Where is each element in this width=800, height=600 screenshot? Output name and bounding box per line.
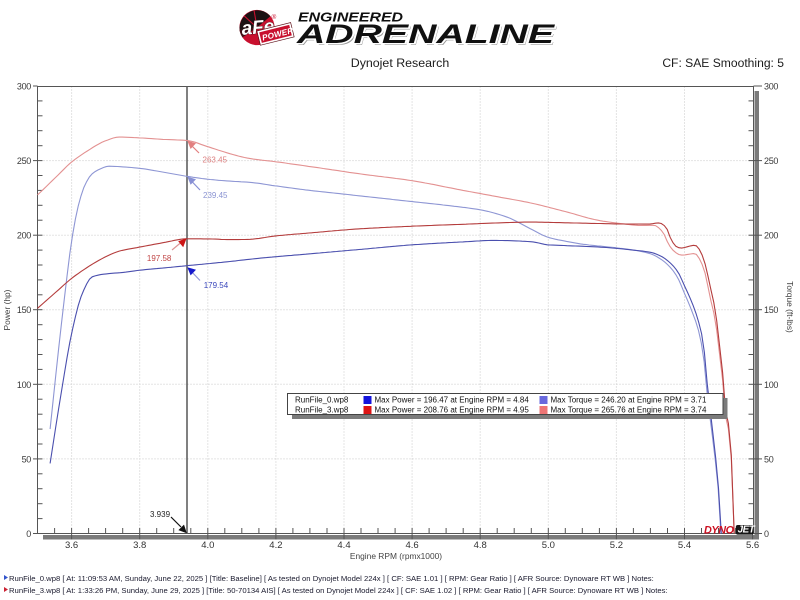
svg-text:263.45: 263.45 bbox=[203, 155, 228, 164]
svg-text:Max Power = 208.76 at Engine R: Max Power = 208.76 at Engine RPM = 4.95 bbox=[375, 406, 530, 415]
svg-text:Max Power = 196.47 at Engine R: Max Power = 196.47 at Engine RPM = 4.84 bbox=[375, 396, 530, 405]
svg-text:250: 250 bbox=[17, 156, 31, 166]
svg-text:ADRENALINE: ADRENALINE bbox=[298, 21, 558, 51]
svg-text:150: 150 bbox=[764, 305, 778, 315]
svg-text:4.8: 4.8 bbox=[474, 540, 487, 551]
svg-text:3.8: 3.8 bbox=[133, 540, 146, 551]
svg-text:Power (hp): Power (hp) bbox=[2, 289, 12, 330]
svg-text:200: 200 bbox=[764, 231, 778, 241]
svg-text:5.6: 5.6 bbox=[746, 540, 759, 551]
svg-text:RunFile_0.wp8: RunFile_0.wp8 bbox=[295, 396, 349, 405]
svg-text:Engine RPM (rpmx1000): Engine RPM (rpmx1000) bbox=[350, 551, 442, 561]
svg-text:ENGINEERED: ENGINEERED bbox=[298, 11, 403, 25]
svg-text:DYNO: DYNO bbox=[704, 524, 735, 536]
svg-text:JET: JET bbox=[738, 525, 756, 536]
svg-text:4.4: 4.4 bbox=[337, 540, 350, 551]
svg-text:5.0: 5.0 bbox=[542, 540, 555, 551]
svg-text:100: 100 bbox=[17, 380, 31, 390]
svg-text:3.939: 3.939 bbox=[150, 510, 171, 519]
svg-text:Torque (ft-lbs): Torque (ft-lbs) bbox=[785, 281, 795, 333]
svg-text:Dynojet Research: Dynojet Research bbox=[351, 56, 450, 70]
svg-text:ADRENALINE: ADRENALINE bbox=[296, 19, 556, 49]
svg-text:Max Torque = 246.20 at Engine: Max Torque = 246.20 at Engine RPM = 3.71 bbox=[551, 396, 708, 405]
svg-text:4.6: 4.6 bbox=[405, 540, 418, 551]
svg-text:RunFile_0.wp8 [ At: 11:09:53 A: RunFile_0.wp8 [ At: 11:09:53 AM, Sunday,… bbox=[9, 574, 654, 583]
svg-text:250: 250 bbox=[764, 156, 778, 166]
svg-text:Max Torque = 265.76 at Engine: Max Torque = 265.76 at Engine RPM = 3.74 bbox=[551, 406, 708, 415]
svg-text:5.4: 5.4 bbox=[678, 540, 691, 551]
svg-text:4.0: 4.0 bbox=[201, 540, 214, 551]
svg-text:RunFile_3.wp8 [ At: 1:33:26 PM: RunFile_3.wp8 [ At: 1:33:26 PM, Sunday, … bbox=[9, 586, 668, 595]
svg-text:200: 200 bbox=[17, 231, 31, 241]
svg-text:50: 50 bbox=[764, 454, 774, 464]
svg-text:®: ® bbox=[272, 13, 277, 21]
svg-text:5.2: 5.2 bbox=[610, 540, 623, 551]
svg-text:100: 100 bbox=[764, 380, 778, 390]
svg-text:3.6: 3.6 bbox=[65, 540, 78, 551]
svg-text:RunFile_3.wp8: RunFile_3.wp8 bbox=[295, 406, 349, 415]
svg-text:4.2: 4.2 bbox=[269, 540, 282, 551]
svg-text:50: 50 bbox=[22, 454, 32, 464]
svg-text:239.45: 239.45 bbox=[203, 191, 228, 200]
svg-text:150: 150 bbox=[17, 305, 31, 315]
svg-text:300: 300 bbox=[764, 82, 778, 92]
svg-text:179.54: 179.54 bbox=[204, 281, 229, 290]
svg-text:CF: SAE Smoothing: 5: CF: SAE Smoothing: 5 bbox=[662, 56, 784, 70]
svg-text:0: 0 bbox=[26, 529, 31, 539]
svg-text:0: 0 bbox=[764, 529, 769, 539]
svg-text:197.58: 197.58 bbox=[147, 254, 172, 263]
svg-text:300: 300 bbox=[17, 82, 31, 92]
